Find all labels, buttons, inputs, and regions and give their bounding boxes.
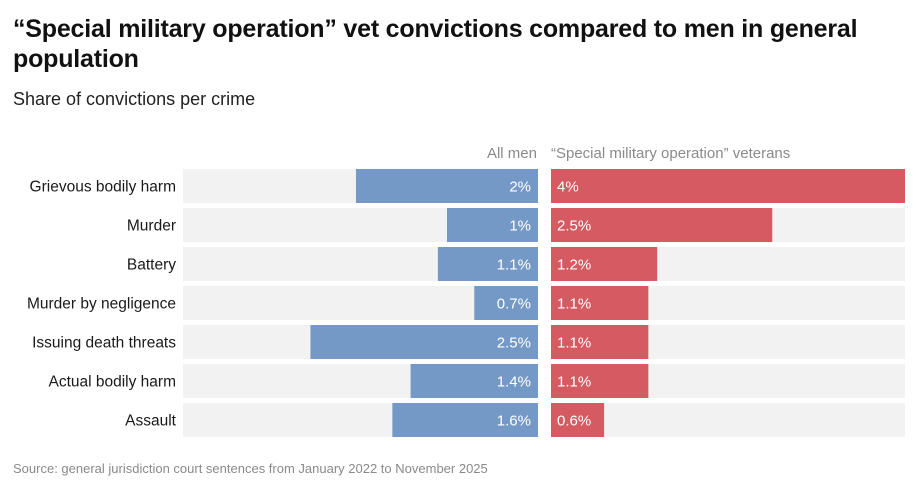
veterans-bar-actual-bodily-harm — [551, 364, 649, 398]
veterans-bar-murder-by-negligence — [551, 286, 649, 320]
veterans-column-header: “Special military operation” veterans — [551, 145, 791, 162]
veterans-bar-battery — [551, 247, 658, 281]
all-men-column-header: All men — [486, 145, 537, 162]
veterans-bar-murder — [551, 208, 773, 242]
all-men-value-label-battery: 1.1% — [497, 257, 531, 274]
category-label-issuing-death-threats: Issuing death threats — [32, 335, 176, 352]
all-men-value-label-issuing-death-threats: 2.5% — [497, 335, 531, 352]
all-men-bar-battery — [437, 247, 538, 281]
category-label-assault: Assault — [125, 413, 177, 430]
veterans-value-label-issuing-death-threats: 1.1% — [557, 335, 591, 352]
category-label-murder: Murder — [127, 218, 176, 235]
all-men-value-label-actual-bodily-harm: 1.4% — [497, 374, 531, 391]
all-men-bar-murder — [446, 208, 538, 242]
veterans-bar-assault — [551, 403, 605, 437]
all-men-bar-grievous-bodily-harm — [355, 169, 538, 203]
category-label-murder-by-negligence: Murder by negligence — [27, 296, 176, 313]
veterans-value-label-murder: 2.5% — [557, 218, 591, 235]
category-label-grievous-bodily-harm: Grievous bodily harm — [30, 179, 176, 196]
all-men-value-label-murder-by-negligence: 0.7% — [497, 296, 531, 313]
source-note: Source: general jurisdiction court sente… — [13, 461, 488, 476]
veterans-bar-grievous-bodily-harm — [551, 169, 905, 203]
veterans-value-label-murder-by-negligence: 1.1% — [557, 296, 591, 313]
all-men-value-label-grievous-bodily-harm: 2% — [509, 179, 531, 196]
veterans-value-label-actual-bodily-harm: 1.1% — [557, 374, 591, 391]
category-label-actual-bodily-harm: Actual bodily harm — [48, 374, 176, 391]
veterans-bar-issuing-death-threats — [551, 325, 649, 359]
all-men-bar-murder-by-negligence — [474, 286, 538, 320]
veterans-value-label-grievous-bodily-harm: 4% — [557, 179, 579, 196]
veterans-value-label-battery: 1.2% — [557, 257, 591, 274]
chart-subtitle: Share of convictions per crime — [13, 89, 256, 109]
category-label-battery: Battery — [127, 257, 176, 274]
all-men-bar-actual-bodily-harm — [410, 364, 538, 398]
veterans-value-label-assault: 0.6% — [557, 413, 591, 430]
all-men-value-label-murder: 1% — [509, 218, 531, 235]
all-men-bar-assault — [392, 403, 538, 437]
all-men-bar-issuing-death-threats — [310, 325, 538, 359]
chart-title: “Special military operation” vet convict… — [13, 15, 858, 73]
all-men-value-label-assault: 1.6% — [497, 413, 531, 430]
veterans-track-assault — [551, 403, 905, 437]
